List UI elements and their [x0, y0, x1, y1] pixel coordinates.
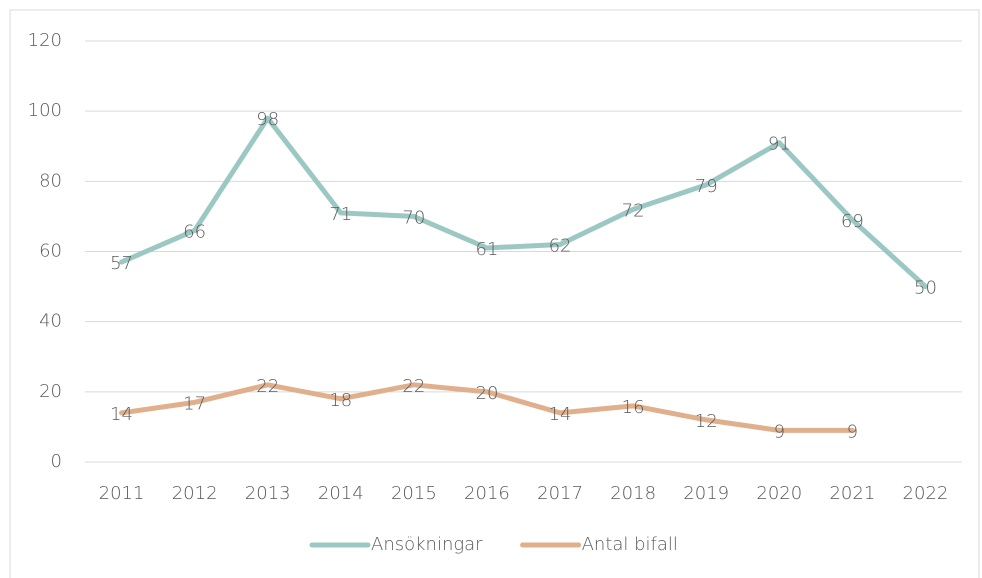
data-label: 70 — [402, 207, 425, 228]
data-label: 22 — [402, 376, 425, 397]
data-label: 17 — [183, 393, 206, 414]
x-tick-label: 2013 — [245, 483, 291, 504]
x-tick-label: 2019 — [683, 483, 729, 504]
x-tick-label: 2022 — [903, 483, 949, 504]
x-tick-label: 2020 — [756, 483, 802, 504]
data-label: 71 — [329, 204, 352, 225]
y-tick-label: 100 — [28, 100, 62, 121]
y-tick-label: 20 — [39, 381, 62, 402]
data-label: 18 — [329, 390, 352, 411]
x-tick-label: 2015 — [391, 483, 437, 504]
data-label: 22 — [256, 376, 279, 397]
y-tick-label: 60 — [39, 241, 62, 262]
y-tick-label: 80 — [39, 170, 62, 191]
data-label: 20 — [476, 383, 499, 404]
data-label: 61 — [476, 239, 499, 260]
x-tick-label: 2012 — [172, 483, 218, 504]
y-tick-label: 0 — [51, 451, 62, 472]
x-tick-label: 2011 — [99, 483, 145, 504]
data-label: 9 — [847, 421, 858, 442]
x-tick-label: 2016 — [464, 483, 510, 504]
series-line — [119, 115, 928, 290]
data-label: 12 — [695, 411, 718, 432]
data-label: 91 — [768, 134, 791, 155]
data-label: 14 — [110, 404, 133, 425]
x-tick-label: 2018 — [610, 483, 656, 504]
chart-frame — [9, 9, 980, 578]
x-tick-label: 2021 — [829, 483, 875, 504]
legend-label: Antal bifall — [582, 534, 678, 555]
data-label: 72 — [622, 200, 645, 221]
data-label: 69 — [841, 211, 864, 232]
data-label: 14 — [549, 404, 572, 425]
data-label: 57 — [110, 253, 133, 274]
data-label: 50 — [914, 278, 937, 299]
series-line — [119, 382, 855, 433]
y-tick-label: 40 — [39, 311, 62, 332]
x-tick-label: 2017 — [537, 483, 583, 504]
y-tick-label: 120 — [28, 30, 62, 51]
data-label: 62 — [549, 235, 572, 256]
legend-label: Ansökningar — [371, 534, 483, 555]
data-label: 9 — [774, 421, 785, 442]
data-label: 98 — [256, 109, 279, 130]
data-label: 66 — [183, 221, 206, 242]
data-label: 79 — [695, 176, 718, 197]
x-tick-label: 2014 — [318, 483, 364, 504]
data-label: 16 — [622, 397, 645, 418]
